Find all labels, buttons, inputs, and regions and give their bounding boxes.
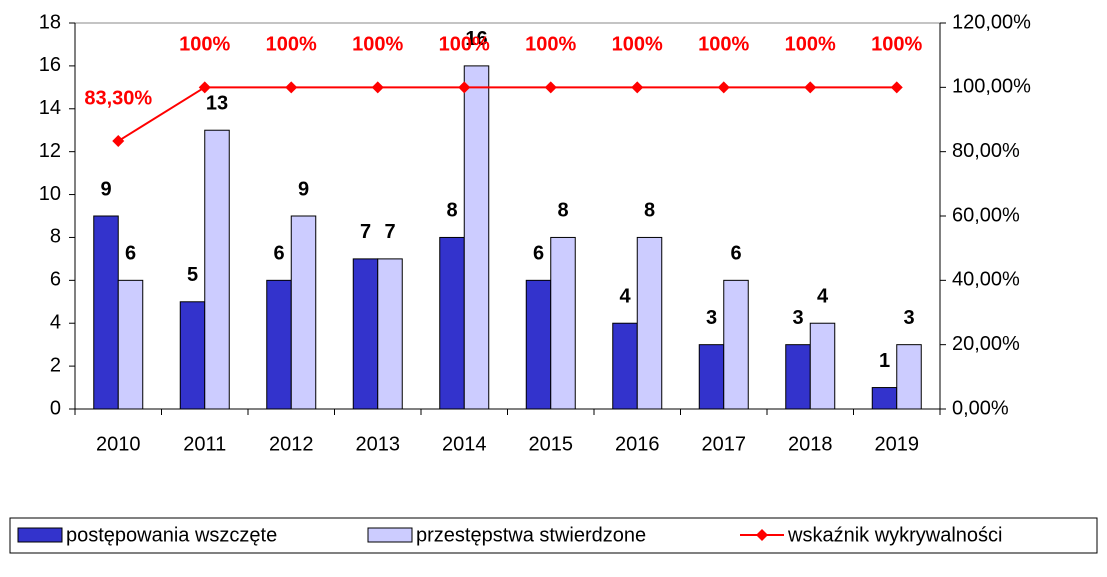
line-label: 83,30%	[84, 87, 152, 109]
line-marker	[631, 81, 644, 94]
bar-label: 7	[360, 221, 371, 243]
y-tick-label: 16	[39, 54, 61, 76]
bar	[809, 322, 836, 410]
bar-label: 13	[206, 93, 228, 115]
line-marker	[544, 81, 557, 94]
bar	[636, 236, 663, 410]
y-tick-label: 10	[39, 183, 61, 205]
line-marker	[458, 81, 471, 94]
y2-tick-label: 60,00%	[952, 204, 1020, 226]
legend-marker	[756, 529, 768, 541]
line-label: 100%	[266, 34, 317, 56]
x-tick-label: 2016	[615, 433, 660, 455]
x-tick-label: 2012	[269, 433, 314, 455]
bar-label: 3	[903, 307, 914, 329]
bar-label: 9	[298, 178, 309, 200]
line-marker	[804, 81, 817, 94]
bar	[871, 387, 898, 410]
bar	[352, 258, 379, 410]
line-label: 100%	[352, 34, 403, 56]
line-marker	[112, 135, 125, 148]
y-tick-label: 2	[50, 354, 61, 376]
x-tick-label: 2013	[356, 433, 401, 455]
line-label: 100%	[179, 34, 230, 56]
y-tick-label: 8	[50, 226, 61, 248]
y2-tick-label: 20,00%	[952, 333, 1020, 355]
bar-label: 6	[730, 243, 741, 265]
bar	[266, 279, 292, 410]
line-marker	[198, 81, 211, 94]
y-tick-label: 0	[50, 397, 61, 419]
line-marker	[285, 81, 298, 94]
legend-swatch	[367, 527, 413, 543]
bar	[204, 129, 230, 410]
bar-label: 7	[384, 221, 395, 243]
x-tick-label: 2015	[529, 433, 574, 455]
bar-label: 6	[125, 243, 136, 265]
x-tick-label: 2010	[96, 433, 141, 455]
legend-label: wskaźnik wykrywalności	[787, 524, 1003, 546]
bar	[698, 344, 725, 410]
legend-swatch	[17, 527, 63, 543]
bar	[439, 236, 465, 410]
bar	[377, 258, 403, 410]
y2-tick-label: 100,00%	[952, 76, 1031, 98]
bar-label: 4	[817, 286, 829, 308]
bar	[93, 215, 119, 410]
y-tick-label: 6	[50, 269, 61, 291]
bar-label: 5	[187, 264, 198, 286]
bar-label: 9	[100, 178, 111, 200]
bar-label: 1	[879, 350, 890, 372]
legend-box	[9, 517, 1098, 554]
line	[117, 86, 897, 142]
bar	[896, 344, 922, 410]
line-label: 100%	[785, 34, 836, 56]
bar-label: 8	[644, 200, 655, 222]
y-tick-label: 14	[39, 97, 61, 119]
bar	[463, 65, 490, 410]
bar	[612, 322, 638, 410]
y2-tick-label: 0,00%	[952, 397, 1009, 419]
y-tick-label: 4	[50, 312, 61, 334]
line-label: 100%	[612, 34, 663, 56]
bar	[179, 301, 206, 410]
bar	[117, 279, 144, 410]
bar-label: 6	[533, 243, 544, 265]
y2-tick-label: 120,00%	[952, 11, 1031, 33]
legend-label: przestępstwa stwierdzone	[416, 524, 646, 546]
y-tick-label: 18	[39, 11, 61, 33]
bar-label: 3	[706, 307, 717, 329]
bar	[785, 344, 811, 410]
line-label: 100%	[871, 34, 922, 56]
line-label: 100%	[698, 34, 749, 56]
y2-tick-label: 80,00%	[952, 140, 1020, 162]
line-marker	[890, 81, 903, 94]
line-label: 100%	[525, 34, 576, 56]
bar-label: 8	[557, 200, 568, 222]
x-tick-label: 2011	[183, 433, 226, 455]
bar-label: 3	[792, 307, 803, 329]
bar-label: 16	[465, 28, 487, 50]
bar	[290, 215, 317, 410]
bar-label: 6	[273, 243, 284, 265]
bar-label: 8	[446, 200, 457, 222]
x-tick-label: 2014	[442, 433, 487, 455]
legend-label: postępowania wszczęte	[66, 524, 277, 546]
x-tick-label: 2017	[702, 433, 747, 455]
x-tick-label: 2018	[788, 433, 833, 455]
line-marker	[371, 81, 384, 94]
x-tick-label: 2019	[875, 433, 920, 455]
bar	[723, 279, 749, 410]
bar	[550, 236, 576, 410]
y-tick-label: 12	[39, 140, 61, 162]
bar-label: 4	[619, 286, 631, 308]
line-label: 100%	[439, 34, 490, 56]
y2-tick-label: 40,00%	[952, 269, 1020, 291]
line-marker	[717, 81, 730, 94]
bar	[525, 279, 552, 410]
